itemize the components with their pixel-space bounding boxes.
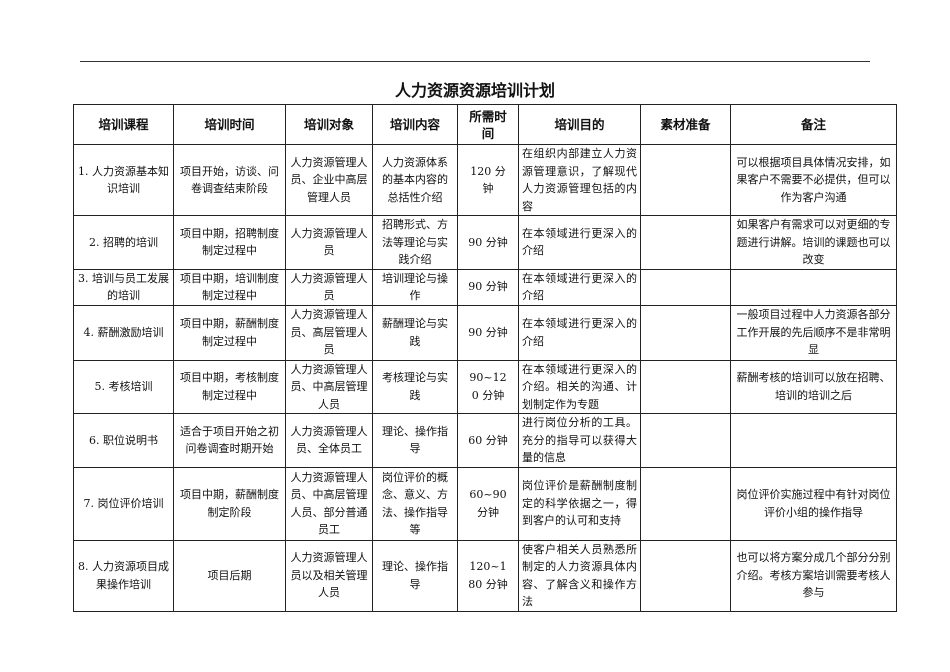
cell-course: 5. 考核培训 (73, 359, 174, 414)
cell-purpose: 岗位评价是薪酬制度制定的科学依据之一，得到客户的认可和支持 (518, 466, 641, 541)
training-plan-table: 培训课程 培训时间 培训对象 培训内容 所需时间 培训目的 素材准备 备注 1.… (73, 104, 897, 612)
header-target: 培训对象 (285, 104, 373, 145)
header-materials: 素材准备 (640, 104, 731, 145)
header-content: 培训内容 (372, 104, 458, 145)
cell-target: 人力资源管理人员、中高层管理人员 (285, 359, 373, 414)
cell-time: 项目开始，访谈、问卷调查结束阶段 (173, 144, 286, 216)
cell-duration: 90 分钟 (457, 304, 519, 361)
table-row: 4. 薪酬激励培训 项目中期，薪酬制度制定过程中 人力资源管理人员、高层管理人员 薪酬… (73, 304, 897, 361)
cell-duration: 120 分钟 (457, 144, 519, 216)
header-course: 培训课程 (73, 104, 174, 145)
header-duration: 所需时间 (457, 104, 519, 145)
cell-notes (730, 268, 897, 306)
cell-notes: 薪酬考核的培训可以放在招聘、培训的培训之后 (730, 359, 897, 414)
cell-time: 项目中期，招聘制度制定过程中 (173, 215, 286, 270)
cell-content: 岗位评价的概念、意义、方法、操作指导等 (372, 466, 458, 541)
cell-duration: 90~120 分钟 (457, 359, 519, 414)
header-purpose: 培训目的 (518, 104, 641, 145)
cell-materials (640, 413, 731, 468)
table-row: 3. 培训与员工发展的培训 项目中期，培训制度制定过程中 人力资源管理人员 培训理论与… (73, 268, 897, 306)
cell-notes: 可以根据项目具体情况安排，如果客户不需要不必提供，但可以作为客户沟通 (730, 144, 897, 216)
cell-target: 人力资源管理人员、中高层管理人员、部分普通员工 (285, 466, 373, 541)
cell-purpose: 进行岗位分析的工具。充分的指导可以获得大量的信息 (518, 413, 641, 468)
cell-target: 人力资源管理人员、企业中高层管理人员 (285, 144, 373, 216)
cell-course: 4. 薪酬激励培训 (73, 304, 174, 361)
cell-course: 2. 招聘的培训 (73, 215, 174, 270)
cell-duration: 90 分钟 (457, 268, 519, 306)
cell-purpose: 在组织内部建立人力资源管理意识，了解现代人力资源管理包括的内容 (518, 144, 641, 216)
cell-content: 薪酬理论与实践 (372, 304, 458, 361)
cell-materials (640, 359, 731, 414)
table-header-row: 培训课程 培训时间 培训对象 培训内容 所需时间 培训目的 素材准备 备注 (73, 104, 897, 145)
cell-content: 考核理论与实践 (372, 359, 458, 414)
cell-materials (640, 466, 731, 541)
cell-materials (640, 304, 731, 361)
cell-time: 项目后期 (173, 539, 286, 612)
cell-notes: 如果客户有需求可以对更细的专题进行讲解。培训的课题也可以改变 (730, 215, 897, 270)
cell-target: 人力资源管理人员、高层管理人员 (285, 304, 373, 361)
cell-notes: 一般项目过程中人力资源各部分工作开展的先后顺序不是非常明显 (730, 304, 897, 361)
cell-content: 理论、操作指导 (372, 539, 458, 612)
header-rule (80, 61, 870, 62)
cell-content: 培训理论与操作 (372, 268, 458, 306)
table-row: 7. 岗位评价培训 项目中期，薪酬制度制定阶段 人力资源管理人员、中高层管理人员、部… (73, 466, 897, 541)
cell-course: 7. 岗位评价培训 (73, 466, 174, 541)
table-row: 1. 人力资源基本知识培训 项目开始，访谈、问卷调查结束阶段 人力资源管理人员、企业… (73, 144, 897, 216)
cell-time: 项目中期，薪酬制度制定阶段 (173, 466, 286, 541)
table-row: 6. 职位说明书 适合于项目开始之初问卷调查时期开始 人力资源管理人员、全体员工 理论… (73, 413, 897, 468)
cell-content: 人力资源体系的基本内容的总括性介绍 (372, 144, 458, 216)
cell-materials (640, 144, 731, 216)
cell-time: 项目中期，培训制度制定过程中 (173, 268, 286, 306)
cell-course: 3. 培训与员工发展的培训 (73, 268, 174, 306)
cell-time: 项目中期，薪酬制度制定过程中 (173, 304, 286, 361)
cell-content: 理论、操作指导 (372, 413, 458, 468)
table-row: 5. 考核培训 项目中期，考核制度制定过程中 人力资源管理人员、中高层管理人员 考核理… (73, 359, 897, 414)
page-title: 人力资源资源培训计划 (394, 81, 555, 100)
cell-content: 招聘形式、方法等理论与实践介绍 (372, 215, 458, 270)
cell-time: 适合于项目开始之初问卷调查时期开始 (173, 413, 286, 468)
cell-materials (640, 268, 731, 306)
cell-purpose: 在本领域进行更深入的介绍。相关的沟通、计划制定作为专题 (518, 359, 641, 414)
cell-duration: 60 分钟 (457, 413, 519, 468)
cell-materials (640, 539, 731, 612)
cell-target: 人力资源管理人员 (285, 215, 373, 270)
cell-course: 1. 人力资源基本知识培训 (73, 144, 174, 216)
cell-course: 8. 人力资源项目成果操作培训 (73, 539, 174, 612)
table-row: 2. 招聘的培训 项目中期，招聘制度制定过程中 人力资源管理人员 招聘形式、方法等理论… (73, 215, 897, 270)
header-time: 培训时间 (173, 104, 286, 145)
cell-duration: 90 分钟 (457, 215, 519, 270)
cell-purpose: 在本领域进行更深入的介绍 (518, 304, 641, 361)
table-row: 8. 人力资源项目成果操作培训 项目后期 人力资源管理人员以及相关管理人员 理论、操作… (73, 539, 897, 612)
cell-purpose: 在本领域进行更深入的介绍 (518, 215, 641, 270)
cell-course: 6. 职位说明书 (73, 413, 174, 468)
cell-purpose: 使客户相关人员熟悉所制定的人力资源具体内容、了解含义和操作方法 (518, 539, 641, 612)
cell-target: 人力资源管理人员 (285, 268, 373, 306)
cell-materials (640, 215, 731, 270)
cell-notes (730, 413, 897, 468)
cell-time: 项目中期，考核制度制定过程中 (173, 359, 286, 414)
cell-purpose: 在本领域进行更深入的介绍 (518, 268, 641, 306)
cell-target: 人力资源管理人员以及相关管理人员 (285, 539, 373, 612)
cell-duration: 60~90 分钟 (457, 466, 519, 541)
cell-notes: 岗位评价实施过程中有针对岗位评价小组的操作指导 (730, 466, 897, 541)
cell-target: 人力资源管理人员、全体员工 (285, 413, 373, 468)
header-notes: 备注 (730, 104, 897, 145)
cell-notes: 也可以将方案分成几个部分分别介绍。考核方案培训需要考核人参与 (730, 539, 897, 612)
cell-duration: 120~180 分钟 (457, 539, 519, 612)
